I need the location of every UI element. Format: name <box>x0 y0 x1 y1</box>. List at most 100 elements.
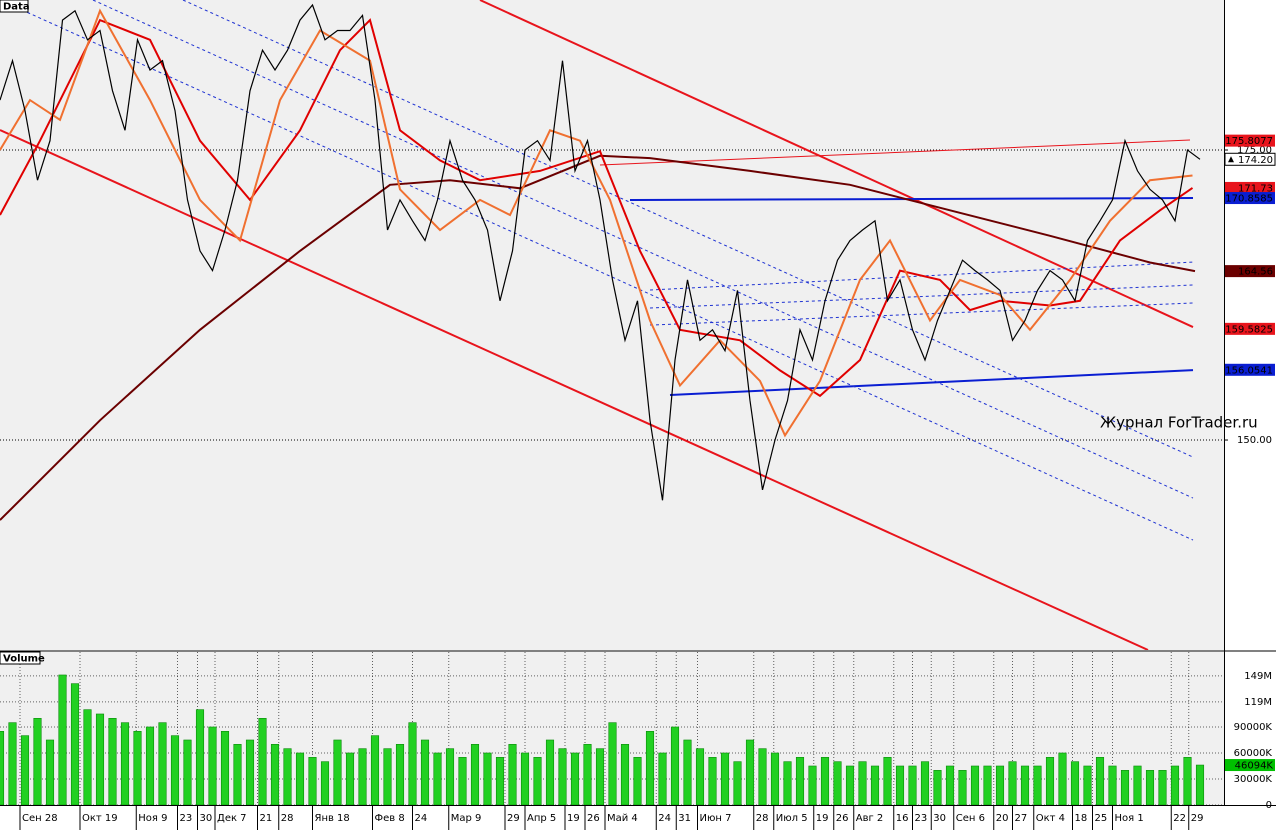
price-label: 156.0541 <box>1225 365 1273 376</box>
volume-bar <box>745 739 755 805</box>
x-tick-label: 23 <box>915 813 928 824</box>
volume-bar <box>345 752 355 805</box>
volume-bar <box>770 752 780 805</box>
volume-bar <box>1045 757 1055 805</box>
panel-label-box <box>0 0 29 13</box>
volume-bar <box>1145 770 1155 805</box>
y-tick-label: 150.00 <box>1237 435 1272 446</box>
x-tick-label: Июл 5 <box>776 813 808 824</box>
price-label-box <box>1225 265 1275 278</box>
volume-bar <box>1158 770 1167 805</box>
volume-bar <box>520 752 530 805</box>
volume-bar <box>58 674 67 805</box>
price-label: 171.73 <box>1238 183 1273 194</box>
x-tick-label: 23 <box>180 813 193 824</box>
x-tick-label: Ноя 1 <box>1115 813 1144 824</box>
trend-line <box>0 0 1194 541</box>
volume-bar <box>433 752 442 805</box>
x-tick-label: 29 <box>507 813 520 824</box>
volume-bar <box>783 761 792 805</box>
trend-line <box>629 197 1194 201</box>
y-tick-label: 149M <box>1244 671 1272 682</box>
volume-bar <box>1033 765 1042 805</box>
price-line <box>0 3 1201 501</box>
price-label: 175.8077 <box>1225 136 1273 147</box>
x-tick-label: Сен 6 <box>956 813 985 824</box>
volume-bar <box>833 761 842 805</box>
volume-bar <box>933 770 942 805</box>
x-tick-label: Ноя 9 <box>138 813 167 824</box>
moving-average <box>0 154 1196 521</box>
volume-bar <box>1020 765 1030 805</box>
volume-bar <box>558 748 567 805</box>
y-tick-label: 60000K <box>1234 748 1273 759</box>
volume-bar <box>1095 757 1105 805</box>
volume-bar <box>1008 761 1017 805</box>
volume-bar <box>458 757 467 805</box>
volume-bar <box>1070 761 1080 805</box>
volume-bar <box>970 765 980 805</box>
price-label-box <box>1225 192 1275 205</box>
volume-bar <box>245 739 255 805</box>
volume-bar <box>1108 765 1117 805</box>
volume-bar <box>170 735 180 805</box>
trend-line <box>182 0 1194 458</box>
volume-bar <box>320 761 330 805</box>
volume-bar <box>195 709 205 805</box>
volume-bar <box>1083 765 1092 805</box>
volume-bar <box>308 757 317 805</box>
x-tick-label: 19 <box>816 813 829 824</box>
volume-bar <box>870 765 880 805</box>
x-tick-label: 29 <box>1191 813 1204 824</box>
volume-bar <box>908 765 917 805</box>
volume-bar <box>33 718 42 805</box>
x-tick-label: 28 <box>756 813 769 824</box>
x-tick-label: Дек 7 <box>217 813 247 824</box>
x-tick-label: Окт 4 <box>1036 813 1065 824</box>
x-tick-label: 21 <box>260 813 273 824</box>
volume-bar <box>883 757 892 805</box>
volume-bar <box>670 726 680 805</box>
price-label-box <box>1225 134 1275 147</box>
x-tick-label: 19 <box>567 813 580 824</box>
volume-bar <box>1170 765 1180 805</box>
x-tick-label: 18 <box>1075 813 1088 824</box>
volume-bar <box>570 752 580 805</box>
volume-bar <box>208 726 217 805</box>
volume-bar <box>395 744 405 805</box>
volume-bar <box>483 752 492 805</box>
volume-bar <box>158 722 167 805</box>
volume-bar <box>133 731 142 805</box>
volume-bar <box>645 731 655 805</box>
price-panel <box>0 0 1224 650</box>
volume-bar <box>658 752 667 805</box>
price-label: 164.56 <box>1238 267 1273 278</box>
moving-average <box>0 18 1194 398</box>
x-tick-label: 24 <box>658 813 671 824</box>
volume-bar <box>945 765 955 805</box>
x-tick-label: 27 <box>1015 813 1028 824</box>
panel-label: Volume <box>3 654 45 665</box>
price-plot <box>0 0 1224 650</box>
x-tick-label: Янв 18 <box>315 813 350 824</box>
volume-bar <box>8 722 17 805</box>
volume-bar <box>220 731 230 805</box>
volume-bar <box>720 752 730 805</box>
trend-line <box>649 284 1194 309</box>
x-tick-label: Окт 19 <box>82 813 118 824</box>
volume-bar <box>583 744 592 805</box>
volume-bar <box>1183 757 1192 805</box>
panel-label: Data <box>3 2 30 13</box>
price-label: 170.8585 <box>1225 194 1273 205</box>
volume-bar <box>70 683 80 805</box>
volume-bar <box>45 739 55 805</box>
volume-bar <box>633 757 642 805</box>
volume-bar <box>608 722 617 805</box>
last-price-marker <box>1228 156 1234 163</box>
price-label-box <box>1225 322 1275 335</box>
volume-bar <box>495 757 505 805</box>
y-tick-label: 119M <box>1244 697 1272 708</box>
volume-bar <box>145 726 155 805</box>
volume-bar <box>983 765 992 805</box>
